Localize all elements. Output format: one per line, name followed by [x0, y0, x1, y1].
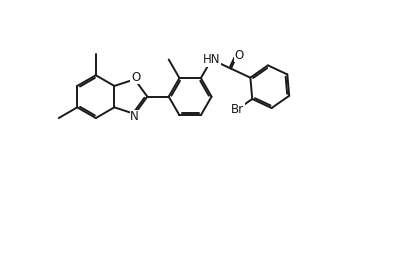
Text: O: O: [234, 49, 243, 62]
Text: Br: Br: [230, 103, 243, 116]
Text: HN: HN: [202, 53, 220, 66]
Text: O: O: [131, 71, 140, 84]
Text: N: N: [130, 110, 139, 123]
